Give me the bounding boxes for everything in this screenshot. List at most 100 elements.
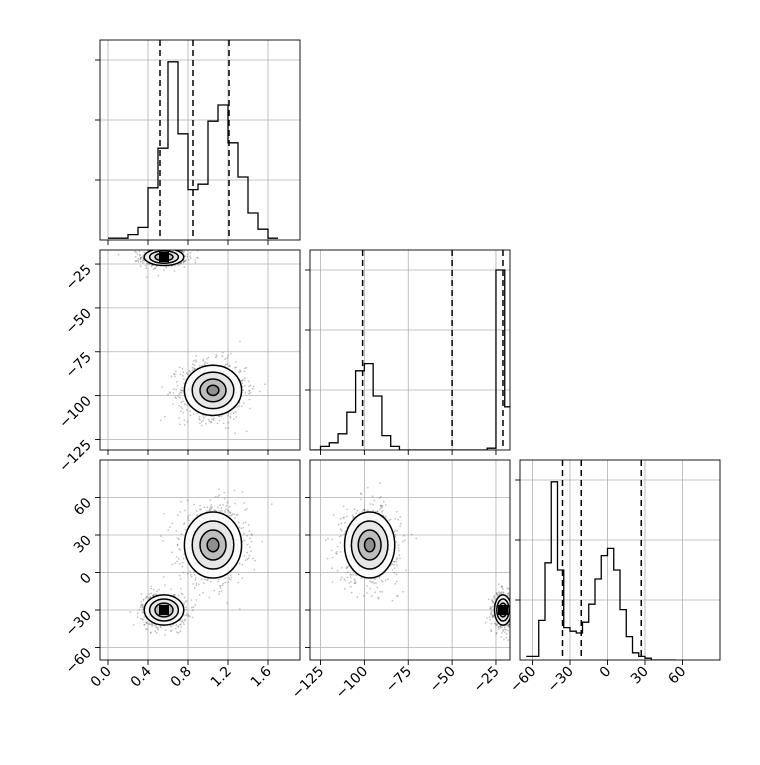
sample-point <box>175 397 178 400</box>
sample-point <box>248 392 250 395</box>
sample-point <box>184 600 187 603</box>
sample-point <box>247 524 250 526</box>
sample-point <box>244 559 247 561</box>
sample-point <box>246 543 249 546</box>
sample-point <box>224 358 227 361</box>
sample-point <box>359 492 362 495</box>
sample-point <box>202 358 205 361</box>
sample-point <box>179 548 182 551</box>
sample-point <box>183 522 186 524</box>
sample-point <box>214 496 217 498</box>
sample-point <box>381 581 384 583</box>
sample-point <box>227 421 230 424</box>
tick-label-y: −25 <box>63 262 95 294</box>
sample-point <box>187 515 190 518</box>
sample-point <box>511 617 513 619</box>
sample-point <box>195 257 198 259</box>
sample-point <box>187 247 189 249</box>
sample-point <box>512 619 514 621</box>
sample-point <box>492 601 495 603</box>
sample-point <box>209 509 212 512</box>
sample-point <box>352 515 355 518</box>
sample-point <box>207 356 210 359</box>
sample-point <box>324 539 327 542</box>
sample-point <box>169 526 171 529</box>
sample-point <box>143 616 146 619</box>
sample-point <box>503 628 506 631</box>
histogram-panel-x <box>95 39 301 241</box>
sample-point <box>156 590 158 593</box>
sample-point <box>489 607 492 610</box>
sample-point <box>354 581 357 584</box>
sample-point <box>187 517 189 520</box>
contour-line <box>206 537 220 553</box>
sample-point <box>512 612 514 614</box>
sample-point <box>169 630 172 632</box>
sample-point <box>178 548 181 550</box>
sample-point <box>499 627 502 630</box>
sample-point <box>244 521 247 524</box>
sample-point <box>492 615 494 618</box>
sample-point <box>502 629 505 631</box>
tick-label-x: −30 <box>545 664 577 696</box>
sample-point <box>180 500 183 503</box>
panel-frame <box>309 459 511 661</box>
sample-point <box>182 571 185 574</box>
sample-point <box>375 582 377 585</box>
sample-point <box>134 250 137 253</box>
sample-point <box>193 364 196 366</box>
sample-point <box>498 593 501 595</box>
sample-point <box>162 248 164 250</box>
sample-point <box>199 504 201 507</box>
sample-point <box>489 618 491 621</box>
sample-point <box>204 361 207 363</box>
sample-point <box>179 423 181 426</box>
sample-point <box>494 598 497 601</box>
sample-point <box>192 606 195 609</box>
sample-point <box>491 599 494 602</box>
sample-point <box>145 262 148 265</box>
sample-point <box>243 402 245 404</box>
sample-point <box>511 613 513 615</box>
sample-point <box>366 486 369 489</box>
sample-point <box>170 625 173 628</box>
sample-point <box>183 403 186 406</box>
sample-point <box>500 591 503 594</box>
sample-point <box>227 354 230 357</box>
sample-point <box>135 260 138 262</box>
sample-point <box>182 411 185 414</box>
sample-point <box>172 594 175 597</box>
sample-point <box>381 506 383 509</box>
sample-point <box>203 416 205 419</box>
sample-point <box>495 591 498 594</box>
sample-point <box>134 260 137 263</box>
sample-point <box>178 264 180 267</box>
sample-point <box>229 579 232 581</box>
contour-line <box>143 250 185 267</box>
sample-point <box>152 268 155 271</box>
sample-point <box>363 509 366 512</box>
sample-point <box>340 566 343 569</box>
sample-point <box>512 614 514 616</box>
sample-point <box>510 607 512 609</box>
sample-point <box>139 617 142 620</box>
sample-point <box>511 619 513 621</box>
sample-point <box>354 580 356 582</box>
density-peak <box>497 605 508 615</box>
sample-point <box>336 569 339 572</box>
tick-label-y: 60 <box>71 495 95 519</box>
sample-point <box>159 625 162 628</box>
sample-point <box>234 410 237 413</box>
sample-point <box>513 602 515 604</box>
sample-point <box>339 551 342 553</box>
sample-point <box>237 581 240 584</box>
panel-frame <box>519 459 721 661</box>
sample-point <box>138 608 141 611</box>
sample-point <box>330 549 333 552</box>
sample-point <box>374 591 376 594</box>
sample-point <box>350 591 353 594</box>
sample-point <box>183 378 185 380</box>
sample-point <box>236 405 239 408</box>
sample-point <box>170 375 173 378</box>
sample-point <box>351 514 354 517</box>
